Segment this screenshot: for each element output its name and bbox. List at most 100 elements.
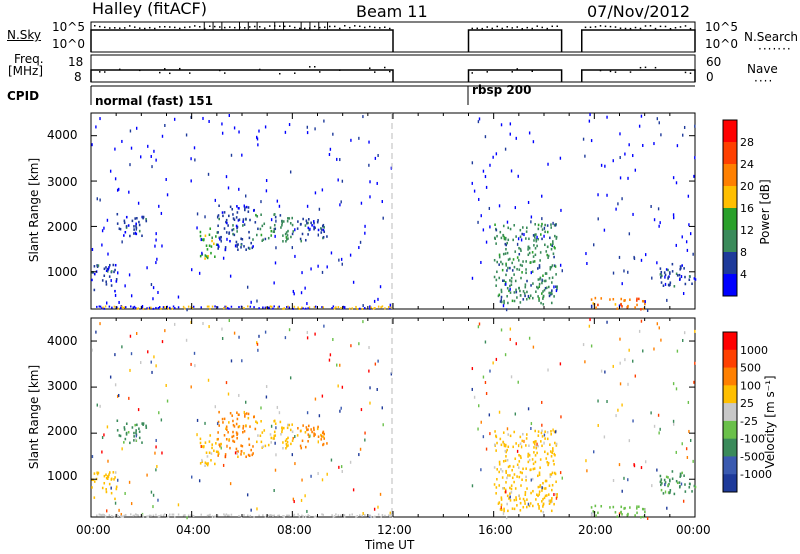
power-pixel-7 xyxy=(614,303,617,306)
nsearch-dot xyxy=(634,26,637,29)
power-pixel-8 xyxy=(678,278,681,281)
power-noise xyxy=(597,217,599,221)
power-pixel-2 xyxy=(211,236,214,240)
velocity-noise xyxy=(517,444,520,448)
power-pixel-6 xyxy=(527,245,530,249)
freq-tick-8: 8 xyxy=(74,70,82,84)
power-pixel-4 xyxy=(282,240,284,243)
power-pixel-5 xyxy=(322,223,325,227)
velocity-pixel-6 xyxy=(538,473,541,477)
power-pixel-4 xyxy=(256,215,259,218)
velocity-noise xyxy=(597,399,599,403)
power-noise xyxy=(301,271,303,275)
velocity-ground xyxy=(298,515,301,518)
nsearch-dot xyxy=(99,25,101,28)
velocity-ground xyxy=(103,514,106,517)
velocity-pixel-8 xyxy=(668,478,671,482)
power-pixel-0 xyxy=(91,278,93,282)
velocity-ground xyxy=(190,514,192,517)
velocity-pixel-6 xyxy=(541,500,543,503)
power-ground xyxy=(272,307,274,310)
power-pixel-5 xyxy=(323,226,325,229)
velocity-noise xyxy=(638,329,641,333)
velocity-pixel-3 xyxy=(242,427,244,430)
velocity-noise xyxy=(260,406,262,410)
power-noise xyxy=(500,298,502,302)
power-pixel-5 xyxy=(310,221,312,225)
power-pixel-1 xyxy=(116,222,119,225)
velocity-noise xyxy=(530,478,532,482)
nsearch-dot xyxy=(531,27,533,30)
velocity-colorbar-swatch-4 xyxy=(723,403,737,422)
velocity-ground xyxy=(191,514,194,517)
power-noise xyxy=(201,251,203,255)
velocity-pixel-6 xyxy=(502,487,504,490)
power-pixel-8 xyxy=(694,278,697,281)
power-pixel-6 xyxy=(519,235,522,239)
velocity-ground xyxy=(288,514,291,517)
nave-dot xyxy=(259,68,261,71)
velocity-pixel-6 xyxy=(522,505,525,509)
velocity-ground xyxy=(313,515,316,518)
power-pixel-6 xyxy=(511,299,514,303)
velocity-noise xyxy=(224,455,227,459)
velocity-noise xyxy=(306,411,309,415)
power-pixel-6 xyxy=(550,281,553,284)
velocity-noise xyxy=(619,361,621,365)
power-pixel-6 xyxy=(504,252,507,255)
power-pixel-2 xyxy=(201,238,203,241)
power-noise xyxy=(338,258,340,262)
power-ground xyxy=(314,305,317,308)
power-ground xyxy=(150,306,152,309)
nsearch-dot xyxy=(344,25,346,27)
velocity-noise xyxy=(362,512,364,516)
velocity-noise xyxy=(664,490,667,494)
power-pixel-6 xyxy=(555,273,557,276)
power-colorbar-tick-0: 28 xyxy=(740,136,754,149)
power-ground xyxy=(340,307,342,310)
power-pixel-6 xyxy=(551,289,553,292)
velocity-noise xyxy=(265,385,268,389)
power-pixel-6 xyxy=(531,251,534,254)
power-pixel-6 xyxy=(507,258,510,261)
velocity-pixel-3 xyxy=(222,421,224,424)
velocity-ground xyxy=(304,515,307,518)
velocity-pixel-5 xyxy=(307,433,310,436)
velocity-noise xyxy=(656,322,659,326)
power-noise xyxy=(559,263,562,267)
nsearch-label: N.Search xyxy=(744,30,799,44)
velocity-noise xyxy=(364,438,366,442)
power-ground xyxy=(160,307,162,310)
power-noise xyxy=(241,153,243,157)
power-pixel-6 xyxy=(516,256,519,259)
nsearch-dot xyxy=(214,25,216,28)
power-pixel-6 xyxy=(514,279,517,283)
velocity-noise xyxy=(241,359,243,363)
velocity-pixel-6 xyxy=(542,505,544,508)
power-noise xyxy=(369,180,371,184)
power-noise xyxy=(532,140,535,144)
nsearch-dot xyxy=(244,27,246,29)
power-ground xyxy=(122,306,124,309)
power-noise xyxy=(541,194,543,198)
power-pixel-6 xyxy=(529,261,532,264)
velocity-pixel-2 xyxy=(201,445,203,448)
power-pixel-6 xyxy=(510,283,513,286)
power-pixel-6 xyxy=(522,290,525,293)
power-ground xyxy=(121,305,123,308)
power-pixel-5 xyxy=(296,227,299,230)
power-ground xyxy=(343,306,346,309)
velocity-pixel-6 xyxy=(550,509,553,513)
power-pixel-2 xyxy=(206,248,209,251)
power-pixel-5 xyxy=(304,224,307,227)
power-pixel-6 xyxy=(551,244,554,248)
velocity-pixel-3 xyxy=(236,436,238,440)
velocity-noise xyxy=(482,435,485,439)
velocity-noise xyxy=(514,412,517,416)
velocity-noise xyxy=(155,438,157,442)
top-panel-traces xyxy=(90,22,696,82)
power-noise xyxy=(504,147,507,151)
velocity-pixel-6 xyxy=(509,434,512,438)
power-noise xyxy=(646,308,649,312)
nave-dot xyxy=(309,66,311,68)
